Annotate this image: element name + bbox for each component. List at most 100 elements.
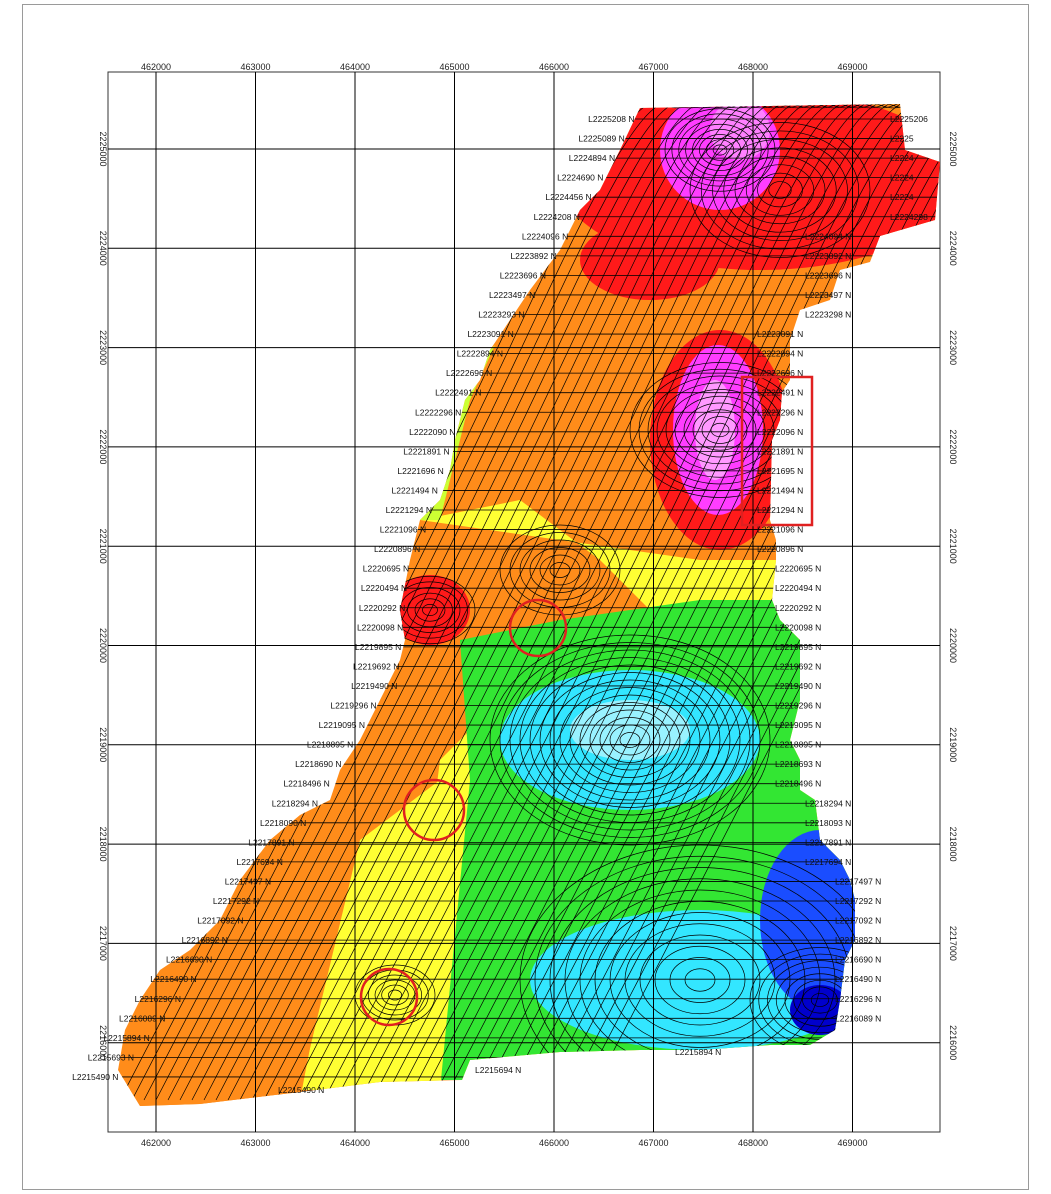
flight-lines (118, 118, 940, 1078)
annotation-circle-3 (359, 967, 419, 1027)
line-label-left: L2222296 N (415, 407, 461, 417)
line-label-left: L2223497 N (489, 290, 535, 300)
contour (674, 395, 766, 465)
y-tick-label: 2223000 (98, 330, 108, 365)
x-tick-label: 466000 (539, 62, 569, 72)
line-label-right: L2221096 N (757, 525, 803, 535)
bottom-line-labels: L2215894 N L2215694 N L2215490 N (278, 1047, 721, 1095)
contour (347, 104, 929, 1101)
line-label-left: L2218895 N (307, 740, 353, 750)
contour (287, 104, 869, 1101)
line-label-left: L2222090 N (409, 427, 455, 437)
line-label-right: L2221891 N (757, 446, 803, 456)
contour (700, 130, 860, 250)
line-label-left: L2225208 N (588, 114, 634, 124)
contour (251, 104, 833, 1101)
line-label-left: L2221891 N (403, 446, 449, 456)
x-tick-label: 462000 (141, 62, 171, 72)
x-tick-label: 468000 (738, 1138, 768, 1148)
x-tick-label: 463000 (240, 1138, 270, 1148)
contour (685, 123, 755, 177)
left-line-labels: L2225208 N L2225089 N L2224894 N L2224690 N… (72, 114, 634, 1082)
contour (275, 104, 857, 1101)
line-label-right: L2223892 N (805, 251, 851, 261)
line-label-left: L2218294 N (272, 798, 318, 808)
contour (549, 562, 571, 578)
line-label-left: L2224208 N (534, 212, 580, 222)
contour (712, 139, 848, 241)
line-label-right: L2219490 N (775, 681, 821, 691)
contour (239, 104, 821, 1101)
line-label-left: L2217891 N (248, 837, 294, 847)
line-label-left: L2218496 N (283, 779, 329, 789)
contour (167, 104, 749, 1101)
contour (227, 104, 809, 1101)
line-label-right: L2220494 N (775, 583, 821, 593)
contour (215, 104, 797, 1101)
line-label-left: L2221096 N (380, 525, 426, 535)
contour (509, 649, 751, 831)
contour (609, 912, 791, 1048)
line-label-right: L2224094 N (805, 231, 851, 241)
contour (519, 539, 601, 601)
annotation-circle-1 (508, 598, 568, 658)
line-label-right: L2222894 N (757, 349, 803, 359)
plot-border (107, 71, 941, 1133)
y-tick-label: 2224000 (98, 231, 108, 266)
line-label-right: L2224 (890, 153, 914, 163)
line-label-right: L2219095 N (775, 720, 821, 730)
x-tick-label: 465000 (439, 1138, 469, 1148)
line-label-right: L2217891 N (805, 837, 851, 847)
line-label-right: L2218693 N (775, 759, 821, 769)
contour (143, 104, 725, 1101)
line-label-left: L2221696 N (397, 466, 443, 476)
contour (155, 104, 737, 1101)
contour (395, 104, 940, 1101)
contour (499, 642, 761, 838)
line-label-left: L2219095 N (319, 720, 365, 730)
contour (539, 554, 581, 586)
line-label-right: L2219296 N (775, 701, 821, 711)
y-tick-labels-right: 2225000 2224000 2223000 2222000 2221000 22200… (948, 131, 958, 1060)
contour (299, 104, 881, 1101)
x-tick-label: 464000 (340, 1138, 370, 1148)
line-label-right: L2219692 N (775, 661, 821, 671)
line-label-left: L2224096 N (522, 231, 568, 241)
line-label-left: L2220896 N (374, 544, 420, 554)
annotation-circle-2 (402, 778, 466, 842)
line-label-bottom: L2215694 N (475, 1065, 521, 1075)
line-label-right: L2216089 N (835, 1013, 881, 1023)
line-label-left: L2220494 N (361, 583, 407, 593)
line-label-right: L2221695 N (757, 466, 803, 476)
line-label-left: L2219895 N (355, 642, 401, 652)
contour (422, 604, 438, 616)
y-tick-label: 2223000 (948, 330, 958, 365)
contour (589, 709, 671, 771)
contour (407, 592, 453, 628)
x-tick-label: 462000 (141, 1138, 171, 1148)
y-tick-label: 2217000 (98, 926, 108, 961)
line-label-right: L2224 (890, 173, 914, 183)
line-label-left: L2224456 N (545, 192, 591, 202)
y-tick-label: 2222000 (948, 429, 958, 464)
y-tick-label: 2219000 (948, 727, 958, 762)
contour (683, 402, 757, 458)
y-tick-label: 2216000 (98, 1025, 108, 1060)
line-label-right: L2222096 N (757, 427, 803, 437)
contour (529, 547, 591, 593)
line-label-left: L2219490 N (351, 681, 397, 691)
line-label-left: L2223091 N (467, 329, 513, 339)
line-label-left: L2216089 N (119, 1013, 165, 1023)
contour (335, 104, 917, 1101)
line-label-right: L2219895 N (775, 642, 821, 652)
line-label-left: L2222894 N (457, 349, 503, 359)
x-tick-label: 469000 (837, 1138, 867, 1148)
line-label-right: L2224 (890, 192, 914, 202)
line-label-right: L2223497 N (805, 290, 851, 300)
x-tick-label: 464000 (340, 62, 370, 72)
annotation-rectangle (740, 375, 814, 527)
y-tick-label: 2217000 (948, 926, 958, 961)
line-label-left: L2216892 N (182, 935, 228, 945)
line-label-right: L2223298 N (805, 310, 851, 320)
line-label-left: L2222696 N (446, 368, 492, 378)
